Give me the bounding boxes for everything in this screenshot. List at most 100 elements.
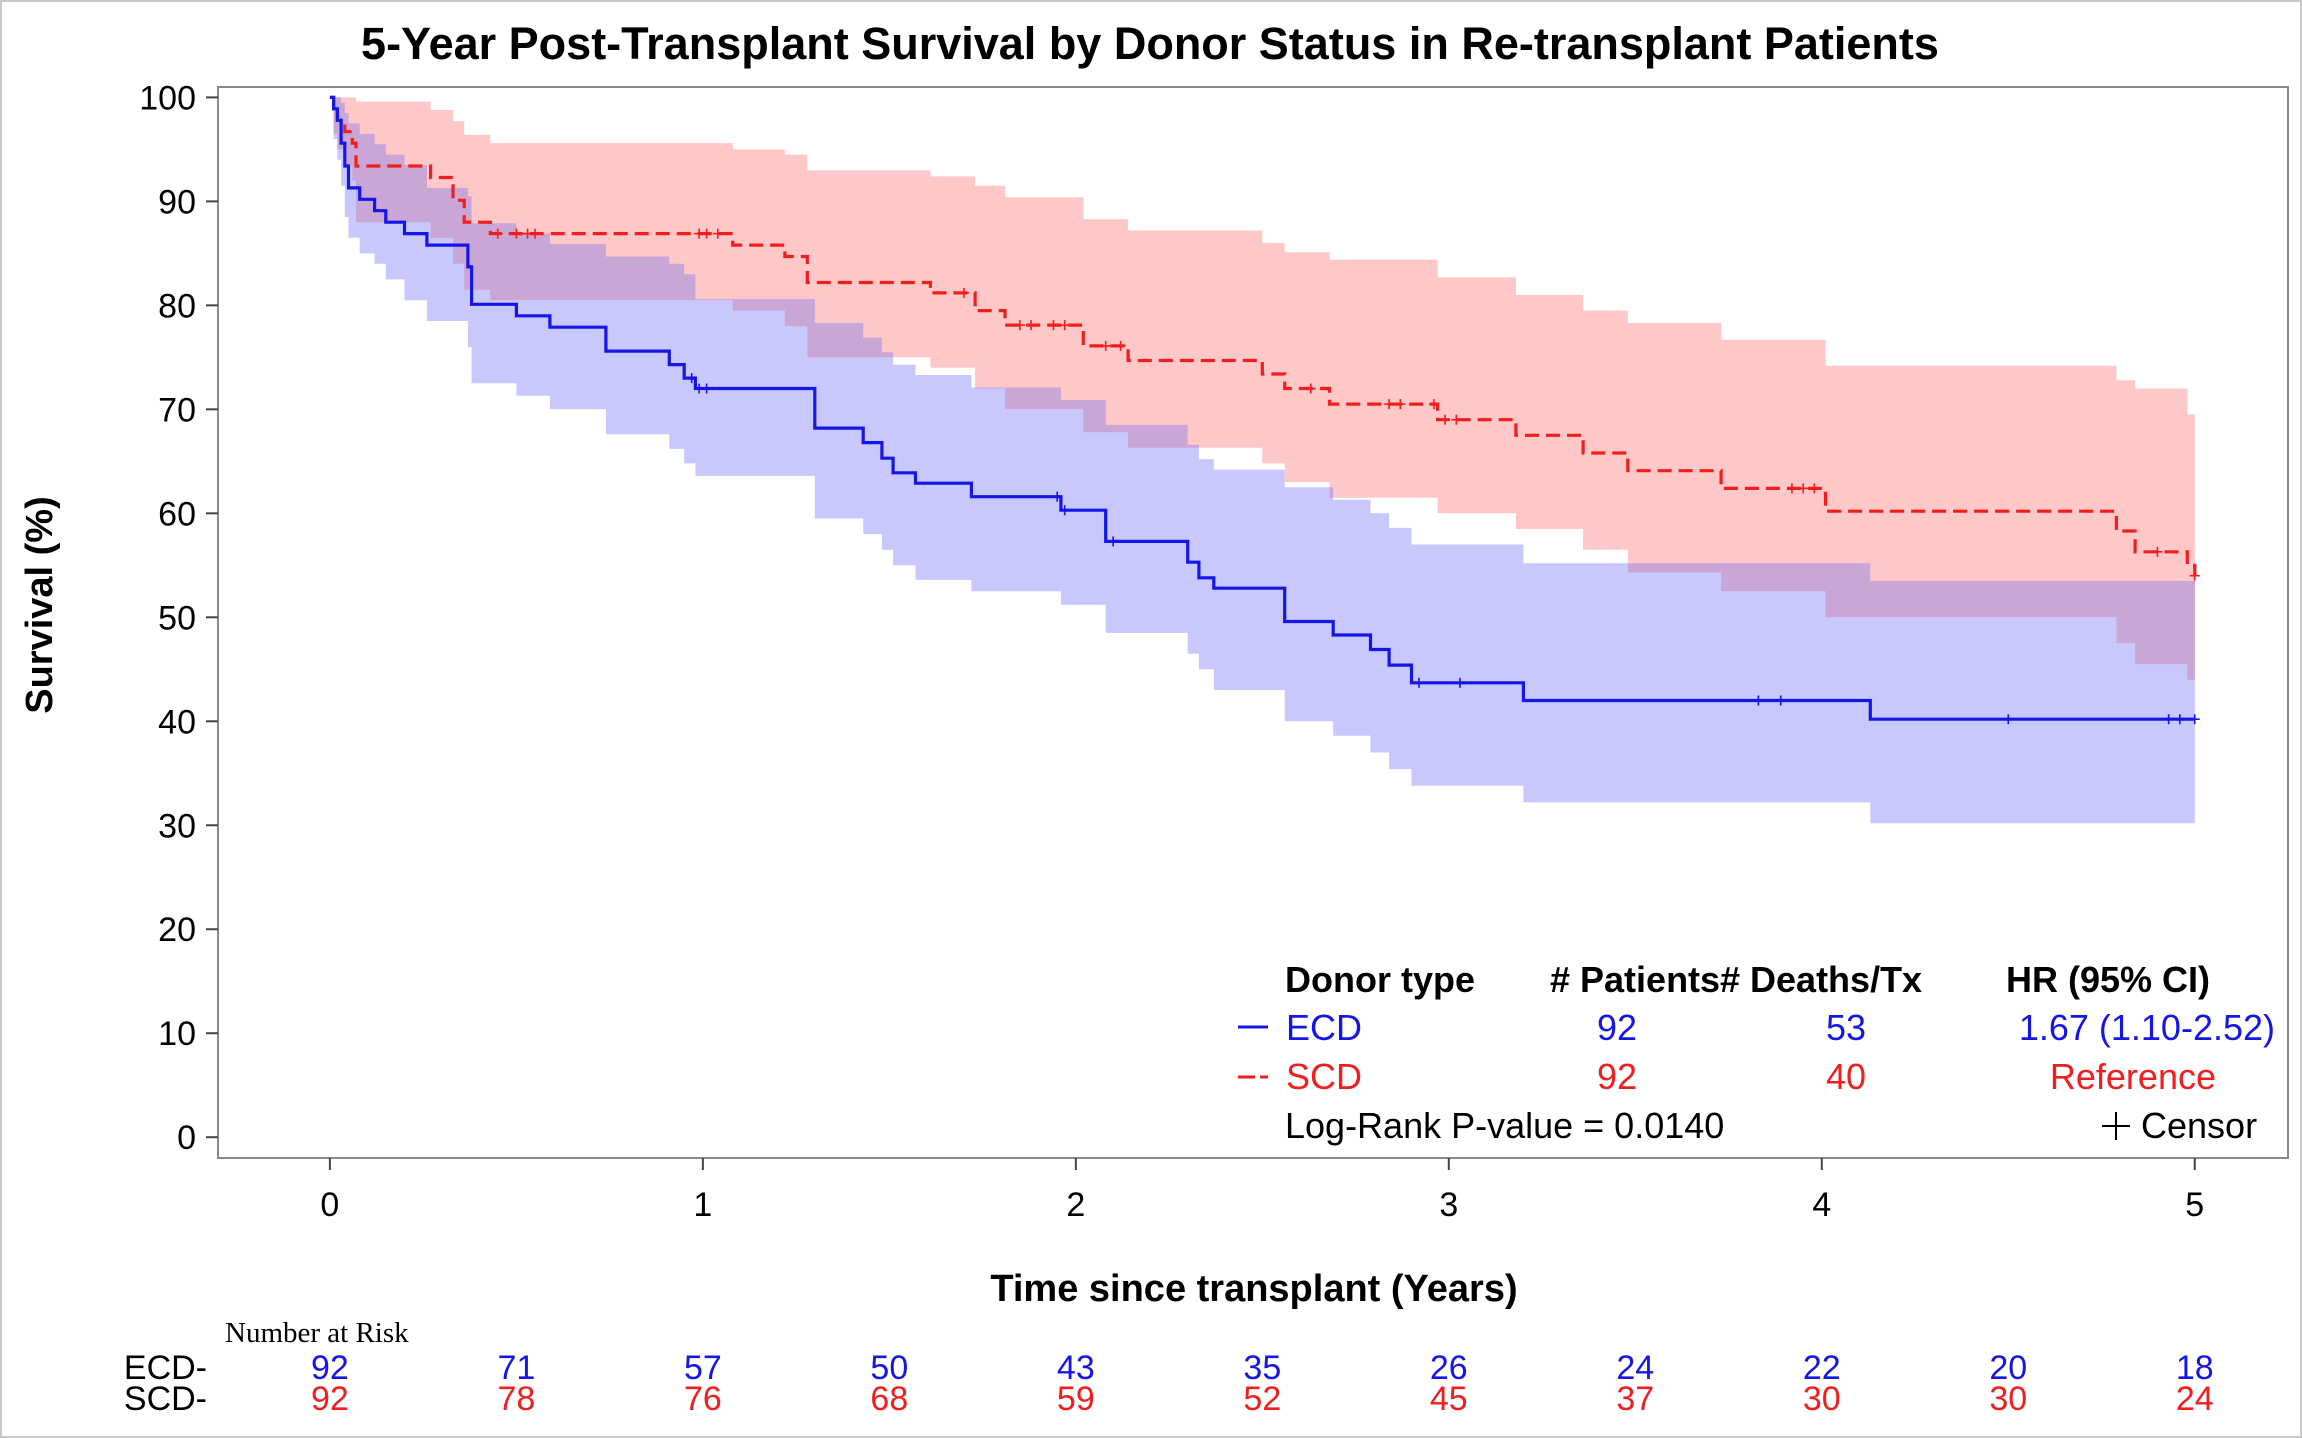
y-tick-label: 70 bbox=[158, 391, 196, 429]
censor-legend-marker bbox=[2102, 1112, 2130, 1140]
ecd-at-risk-count: 57 bbox=[684, 1349, 722, 1387]
y-tick-label: 0 bbox=[177, 1119, 196, 1157]
x-tick-label: 0 bbox=[320, 1186, 339, 1224]
scd-at-risk-count: 78 bbox=[497, 1380, 535, 1418]
y-tick-label: 60 bbox=[158, 495, 196, 533]
y-tick-label: 50 bbox=[158, 599, 196, 637]
scd-censor-mark bbox=[1059, 320, 1070, 331]
y-tick-label: 30 bbox=[158, 807, 196, 845]
ecd-censor-mark bbox=[2189, 714, 2200, 725]
censor-legend-label: Censor bbox=[2141, 1105, 2257, 1146]
y-tick-label: 40 bbox=[158, 703, 196, 741]
confidence-bands bbox=[329, 97, 2195, 824]
x-tick-label: 2 bbox=[1066, 1186, 1085, 1224]
y-axis-label: Survival (%) bbox=[19, 496, 61, 714]
legend-ecd-deaths: 53 bbox=[1826, 1007, 1866, 1048]
scd-censor-mark bbox=[712, 228, 723, 239]
ecd-censor-mark bbox=[1052, 491, 1063, 502]
chart-title: 5-Year Post-Transplant Survival by Donor… bbox=[361, 18, 1939, 69]
x-axis: 0 1 2 3 4 5 bbox=[320, 1158, 2204, 1224]
ecd-censor-mark bbox=[1108, 536, 1119, 547]
scd-censor-mark bbox=[1100, 340, 1111, 351]
y-tick-label: 80 bbox=[158, 287, 196, 325]
scd-censor-mark bbox=[2189, 570, 2200, 581]
legend-scd-patients: 92 bbox=[1597, 1056, 1637, 1097]
logrank-pvalue: Log-Rank P-value = 0.0140 bbox=[1285, 1105, 1724, 1146]
scd-at-risk-count: 30 bbox=[1989, 1380, 2027, 1418]
legend-ecd-label: ECD bbox=[1286, 1007, 1362, 1048]
scd-at-risk-count: 68 bbox=[870, 1380, 908, 1418]
ecd-at-risk-count: 71 bbox=[497, 1349, 535, 1387]
scd-at-risk-count: 30 bbox=[1803, 1380, 1841, 1418]
ecd-censor-mark bbox=[2163, 714, 2174, 725]
scd-censor-mark bbox=[1809, 483, 1820, 494]
scd-censor-mark bbox=[1014, 320, 1025, 331]
legend-header-patients: # Patients bbox=[1550, 959, 1720, 1000]
risk-row-scd: 92 78 76 68 59 52 45 37 30 30 24 bbox=[311, 1380, 2214, 1418]
scd-censor-mark bbox=[1395, 399, 1406, 410]
scd-at-risk-count: 52 bbox=[1243, 1380, 1281, 1418]
scd-censor-mark bbox=[1026, 320, 1037, 331]
ecd-at-risk-count: 92 bbox=[311, 1349, 349, 1387]
scd-censor-mark bbox=[2152, 546, 2163, 557]
legend-scd-deaths: 40 bbox=[1826, 1056, 1866, 1097]
y-tick-label: 90 bbox=[158, 183, 196, 221]
plot-frame bbox=[217, 86, 2289, 1159]
ecd-confidence-band bbox=[329, 97, 2195, 824]
ecd-at-risk-count: 43 bbox=[1057, 1349, 1095, 1387]
scd-censor-mark bbox=[1798, 483, 1809, 494]
legend-header-donor-type: Donor type bbox=[1285, 959, 1475, 1000]
y-axis: 0 10 20 30 40 50 60 70 80 90 100 bbox=[139, 79, 218, 1157]
ecd-censor-mark bbox=[2003, 714, 2014, 725]
x-tick-label: 4 bbox=[1812, 1186, 1831, 1224]
ecd-censor-mark bbox=[2174, 714, 2185, 725]
scd-censor-mark bbox=[1428, 399, 1439, 410]
scd-censor-mark bbox=[958, 287, 969, 298]
legend: Donor type # Patients # Deaths/Tx HR (95… bbox=[1238, 959, 2275, 1146]
scd-censor-mark bbox=[1786, 483, 1797, 494]
ecd-at-risk-count: 18 bbox=[2176, 1349, 2214, 1387]
scd-survival-curve bbox=[329, 95, 2197, 576]
scd-censor-mark bbox=[1384, 399, 1395, 410]
scd-censor-mark bbox=[511, 228, 522, 239]
ecd-censor-mark bbox=[1455, 677, 1465, 688]
scd-at-risk-count: 37 bbox=[1616, 1380, 1654, 1418]
y-tick-label: 10 bbox=[158, 1015, 196, 1053]
ecd-censor-mark bbox=[686, 373, 697, 384]
scd-at-risk-count: 76 bbox=[684, 1380, 722, 1418]
legend-scd-label: SCD bbox=[1286, 1056, 1362, 1097]
ecd-at-risk-count: 35 bbox=[1243, 1349, 1281, 1387]
legend-ecd-hr: 1.67 (1.10-2.52) bbox=[2019, 1007, 2275, 1048]
ecd-censor-mark bbox=[1413, 677, 1424, 688]
ecd-censor-mark bbox=[1753, 695, 1764, 706]
scd-censor-mark bbox=[1440, 414, 1451, 425]
censor-marks bbox=[492, 228, 2200, 725]
risk-table: Number at Risk ECD- SCD- 92 71 57 50 43 35 26 2… bbox=[124, 1317, 2214, 1418]
legend-scd-hr: Reference bbox=[2050, 1056, 2216, 1097]
ecd-censor-mark bbox=[701, 383, 712, 394]
legend-header-deaths: # Deaths/Tx bbox=[1720, 959, 1922, 1000]
scd-at-risk-count: 92 bbox=[311, 1380, 349, 1418]
scd-censor-mark bbox=[1305, 383, 1316, 394]
scd-censor-mark bbox=[1048, 320, 1059, 331]
scd-censor-mark bbox=[701, 228, 712, 239]
ecd-survival-curve bbox=[329, 95, 2195, 721]
ecd-at-risk-count: 22 bbox=[1803, 1349, 1841, 1387]
y-tick-label: 20 bbox=[158, 911, 196, 949]
x-tick-label: 1 bbox=[693, 1186, 712, 1224]
ecd-at-risk-count: 50 bbox=[870, 1349, 908, 1387]
survival-curves bbox=[329, 95, 2197, 721]
risk-row-label-scd: SCD- bbox=[124, 1380, 207, 1418]
scd-at-risk-count: 24 bbox=[2176, 1380, 2214, 1418]
ecd-at-risk-count: 24 bbox=[1616, 1349, 1654, 1387]
scd-at-risk-count: 45 bbox=[1430, 1380, 1468, 1418]
x-tick-label: 3 bbox=[1439, 1186, 1458, 1224]
legend-ecd-patients: 92 bbox=[1597, 1007, 1637, 1048]
ecd-at-risk-count: 26 bbox=[1430, 1349, 1468, 1387]
ecd-censor-mark bbox=[1775, 695, 1786, 706]
scd-at-risk-count: 59 bbox=[1057, 1380, 1095, 1418]
risk-row-ecd: 92 71 57 50 43 35 26 24 22 20 18 bbox=[311, 1349, 2214, 1387]
ecd-censor-mark bbox=[1059, 505, 1070, 516]
